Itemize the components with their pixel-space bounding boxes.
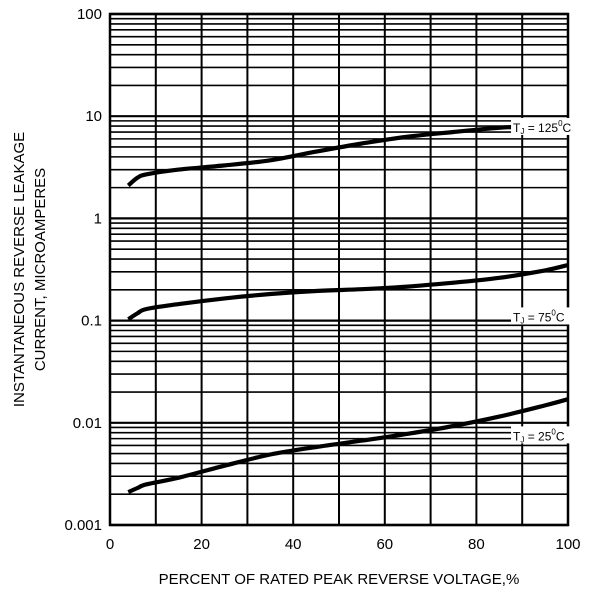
series-line-2	[127, 397, 569, 495]
x-tick-label: 40	[285, 536, 302, 553]
x-axis-label: PERCENT OF RATED PEAK REVERSE VOLTAGE,%	[159, 571, 520, 588]
y-tick-label: 1	[94, 210, 102, 227]
y-tick-label: 100	[77, 6, 102, 23]
series-label-text: TJ = 750C	[513, 308, 565, 325]
x-tick-label: 80	[468, 536, 485, 553]
series-curves	[126, 122, 569, 495]
y-tick-label: 0.001	[64, 517, 102, 534]
series-label-2: TJ = 250C	[511, 426, 594, 444]
series-label-background	[511, 426, 594, 444]
series-line-1	[127, 262, 569, 322]
y-tick-labels: 0.001 0.01 0.1 1 10 100	[64, 6, 102, 534]
series-label-background	[511, 307, 594, 325]
series-line-0	[126, 122, 569, 188]
plot-frame	[108, 12, 570, 527]
x-tick-label: 0	[106, 536, 114, 553]
x-tick-label: 60	[376, 536, 393, 553]
y-axis-label-line-2: CURRENT, MICROAMPERES	[32, 168, 49, 371]
y-tick-label: 10	[85, 108, 102, 125]
series-label-text: TJ = 250C	[513, 427, 565, 444]
series-label-0: TJ = 1250C	[511, 117, 594, 136]
y-tick-label: 0.01	[73, 415, 102, 432]
y-tick-label: 0.1	[81, 313, 102, 330]
series-labels: TJ = 1250C TJ = 750C TJ = 250C	[511, 117, 594, 444]
x-tick-label: 20	[193, 536, 210, 553]
series-label-background	[511, 117, 594, 135]
grid-major-lines	[109, 12, 569, 527]
series-label-text: TJ = 1250C	[513, 119, 572, 136]
x-tick-label: 100	[555, 536, 580, 553]
x-tick-labels: 0 20 40 60 80 100	[106, 536, 581, 553]
y-axis-label-line-1: INSTANTANEOUS REVERSE LEAKAGE	[11, 132, 28, 407]
series-label-1: TJ = 750C	[511, 307, 594, 325]
